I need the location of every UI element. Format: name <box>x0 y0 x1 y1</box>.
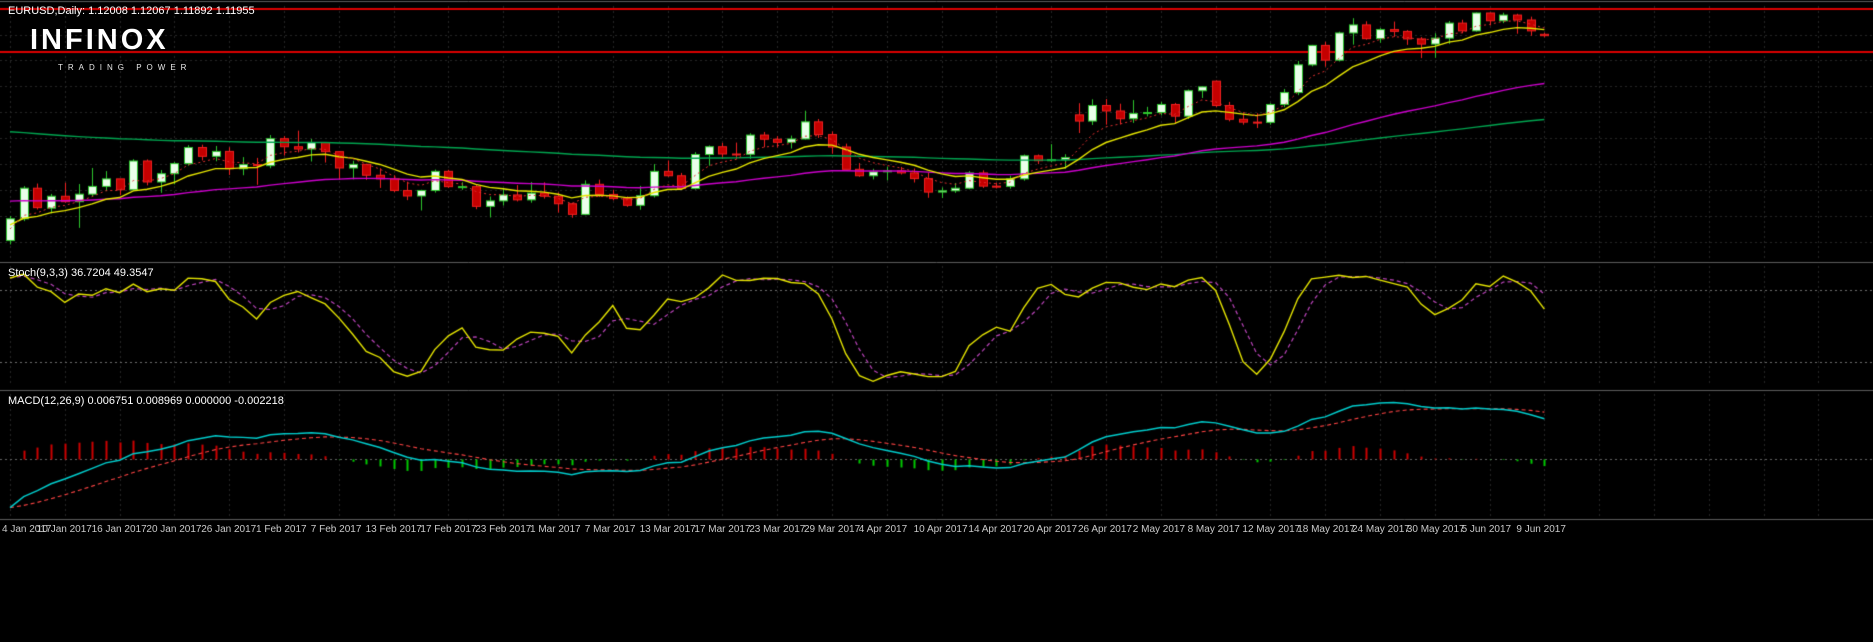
x-axis-label: 4 Jan 2017 <box>2 524 52 535</box>
x-axis-label: 10 Jan 2017 <box>36 524 92 535</box>
x-axis-label: 30 May 2017 <box>1406 524 1465 535</box>
x-axis-label: 26 Jan 2017 <box>201 524 257 535</box>
stochastic-panel[interactable]: Stoch(9,3,3) 36.7204 49.3547 <box>0 264 1873 390</box>
x-axis-label: 29 Mar 2017 <box>804 524 861 535</box>
stochastic-indicator-label: Stoch(9,3,3) 36.7204 49.3547 <box>8 267 154 279</box>
x-axis-label: 5 Jun 2017 <box>1461 524 1512 535</box>
x-axis-label: 16 Jan 2017 <box>91 524 147 535</box>
x-axis-label: 20 Apr 2017 <box>1023 524 1078 535</box>
x-axis-label: 23 Feb 2017 <box>475 524 532 535</box>
x-axis-label: 7 Feb 2017 <box>310 524 362 535</box>
x-axis-label: 4 Apr 2017 <box>858 524 908 535</box>
x-axis-label: 9 Jun 2017 <box>1516 524 1566 535</box>
x-axis-label: 1 Feb 2017 <box>256 524 307 535</box>
x-axis-label: 26 Apr 2017 <box>1078 524 1132 535</box>
x-axis-label: 1 Mar 2017 <box>530 524 581 535</box>
x-axis[interactable]: 4 Jan 2017 10 Jan 2017 16 Jan 2017 20 Jan 2… <box>0 521 1873 541</box>
x-axis-label: 17 Feb 2017 <box>420 524 477 535</box>
x-axis-label: 14 Apr 2017 <box>968 524 1023 535</box>
x-axis-label: 24 May 2017 <box>1352 524 1410 535</box>
infinox-logo: INFINOX TRADING POWER <box>30 24 191 72</box>
x-axis-label: 8 May 2017 <box>1187 524 1240 535</box>
x-axis-label: 17 Mar 2017 <box>694 524 751 535</box>
x-axis-label: 23 Mar 2017 <box>749 524 806 535</box>
x-axis-label: 20 Jan 2017 <box>146 524 202 535</box>
x-axis-label: 13 Feb 2017 <box>365 524 422 535</box>
macd-panel[interactable]: MACD(12,26,9) 0.006751 0.008969 0.000000… <box>0 392 1873 519</box>
symbol-quote-label: EURUSD,Daily: 1.12008 1.12067 1.11892 1.… <box>8 5 255 17</box>
main-chart-panel[interactable]: EURUSD,Daily: 1.12008 1.12067 1.11892 1.… <box>0 0 1873 262</box>
x-axis-label: 10 Apr 2017 <box>913 524 968 535</box>
logo-wordmark: INFINOX <box>30 24 169 56</box>
logo-tagline: TRADING POWER <box>58 63 192 72</box>
x-axis-label: 13 Mar 2017 <box>639 524 696 535</box>
macd-indicator-label: MACD(12,26,9) 0.006751 0.008969 0.000000… <box>8 395 284 407</box>
x-axis-label: 18 May 2017 <box>1297 524 1356 535</box>
x-axis-label: 2 May 2017 <box>1132 524 1186 535</box>
x-axis-label: 7 Mar 2017 <box>584 524 636 535</box>
x-axis-label: 12 May 2017 <box>1242 524 1301 535</box>
